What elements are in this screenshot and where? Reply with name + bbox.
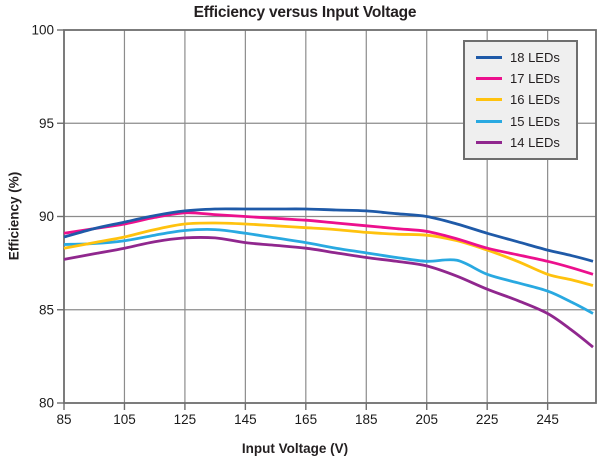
chart-title: Efficiency versus Input Voltage bbox=[193, 4, 417, 21]
legend-swatch bbox=[476, 77, 502, 81]
legend-label: 18 LEDs bbox=[510, 50, 560, 66]
y-tick-label: 95 bbox=[39, 116, 54, 131]
x-tick-label: 185 bbox=[355, 412, 378, 427]
x-tick-label: 165 bbox=[295, 412, 318, 427]
legend-item: 14 LEDs bbox=[476, 136, 572, 149]
y-tick-label: 100 bbox=[31, 23, 54, 38]
x-tick-label: 205 bbox=[415, 412, 438, 427]
x-tick-label: 105 bbox=[113, 412, 136, 427]
series-line-17-leds bbox=[63, 211, 594, 276]
legend-swatch bbox=[476, 56, 502, 60]
legend-label: 14 LEDs bbox=[510, 134, 560, 150]
legend-item: 16 LEDs bbox=[476, 93, 572, 106]
legend-item: 18 LEDs bbox=[476, 51, 572, 64]
legend-label: 15 LEDs bbox=[510, 113, 560, 129]
series-line-14-leds bbox=[63, 236, 594, 349]
series-line-16-leds bbox=[63, 221, 594, 287]
y-tick-label: 80 bbox=[39, 396, 54, 411]
legend-item: 17 LEDs bbox=[476, 72, 572, 85]
legend-item: 15 LEDs bbox=[476, 115, 572, 128]
x-tick-label: 125 bbox=[174, 412, 197, 427]
x-tick-label: 85 bbox=[56, 412, 71, 427]
x-tick-label: 145 bbox=[234, 412, 257, 427]
legend-swatch bbox=[476, 98, 502, 102]
legend: 18 LEDs 17 LEDs 16 LEDs 15 LEDs 14 LEDs bbox=[463, 40, 578, 160]
y-tick-label: 85 bbox=[39, 302, 54, 317]
series-line-18-leds bbox=[63, 207, 594, 263]
x-tick-label: 245 bbox=[536, 412, 559, 427]
legend-swatch bbox=[476, 140, 502, 144]
plot-border bbox=[63, 29, 597, 404]
series-line-15-leds bbox=[63, 228, 594, 315]
legend-label: 17 LEDs bbox=[510, 71, 560, 87]
x-tick-label: 225 bbox=[476, 412, 499, 427]
y-tick-label: 90 bbox=[39, 209, 54, 224]
legend-swatch bbox=[476, 119, 502, 123]
legend-label: 16 LEDs bbox=[510, 92, 560, 108]
x-axis-label: Input Voltage (V) bbox=[241, 441, 349, 456]
